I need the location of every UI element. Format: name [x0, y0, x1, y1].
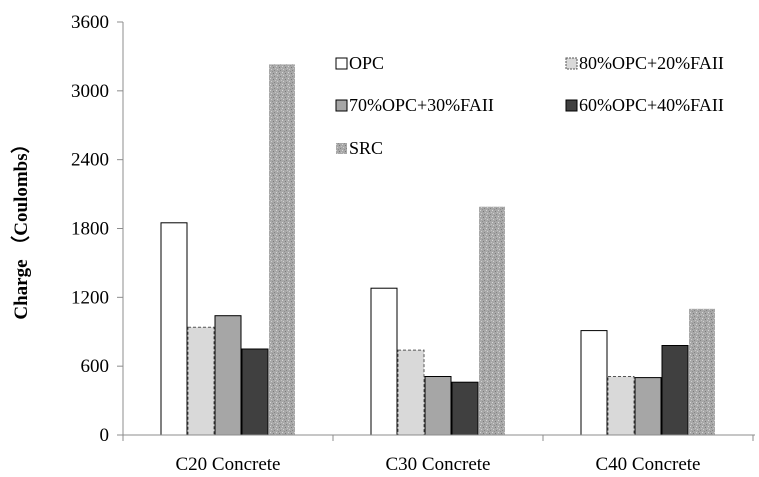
x-tick-label: C30 Concrete — [385, 454, 490, 475]
bar-c20-concrete-opc — [160, 222, 188, 436]
x-tick-label: C20 Concrete — [175, 454, 280, 475]
bar-c30-concrete-80-opc-20-faii — [397, 349, 425, 436]
axes: 0 600 1200 1800 2400 3000 3600 C20 Concrete C30 … — [71, 12, 755, 475]
bar-c20-concrete-70-opc-30-faii — [214, 315, 242, 436]
y-tick-label: 3600 — [71, 12, 109, 33]
legend-swatch-opc — [335, 57, 348, 70]
bar-c40-concrete-60-opc-40-faii — [661, 345, 689, 436]
bar-c30-concrete-60-opc-40-faii — [451, 381, 479, 436]
y-tick-label: 3000 — [71, 81, 109, 102]
y-tick-label: 1800 — [71, 219, 109, 240]
bar-c40-concrete-src — [689, 308, 715, 435]
legend-label-70-opc-30-faii: 70%OPC+30%FAII — [349, 95, 494, 115]
bar-c40-concrete-80-opc-20-faii — [607, 376, 635, 436]
y-tick-label: 2400 — [71, 150, 109, 171]
y-tick-label: 600 — [81, 356, 110, 377]
bar-c40-concrete-70-opc-30-faii — [634, 377, 662, 436]
bar-c40-concrete-opc — [580, 330, 608, 436]
y-axis-title: Charge （Coulombs） — [9, 134, 32, 319]
bar-c30-concrete-src — [479, 206, 505, 435]
legend-swatch-60-opc-40-faii — [565, 99, 578, 112]
legend-swatch-src — [336, 143, 347, 154]
legend-swatch-80-opc-20-faii — [565, 57, 578, 70]
legend-label-60-opc-40-faii: 60%OPC+40%FAII — [579, 95, 724, 115]
bars — [160, 64, 715, 436]
bar-c20-concrete-60-opc-40-faii — [241, 348, 269, 436]
legend-swatch-70-opc-30-faii — [335, 99, 348, 112]
bar-c20-concrete-src — [269, 64, 295, 436]
x-tick-label: C40 Concrete — [595, 454, 700, 475]
bar-c20-concrete-80-opc-20-faii — [187, 326, 215, 436]
y-tick-label: 1200 — [71, 287, 109, 308]
bar-c30-concrete-70-opc-30-faii — [424, 376, 452, 436]
legend-label-80-opc-20-faii: 80%OPC+20%FAII — [579, 53, 724, 73]
legend-label-opc: OPC — [349, 53, 384, 73]
bar-c30-concrete-opc — [370, 287, 398, 436]
y-tick-label: 0 — [100, 425, 110, 446]
legend-label-src: SRC — [349, 138, 383, 158]
legend: OPC 80%OPC+20%FAII 70%OPC+30%FAII 60%OPC+40… — [335, 53, 724, 158]
